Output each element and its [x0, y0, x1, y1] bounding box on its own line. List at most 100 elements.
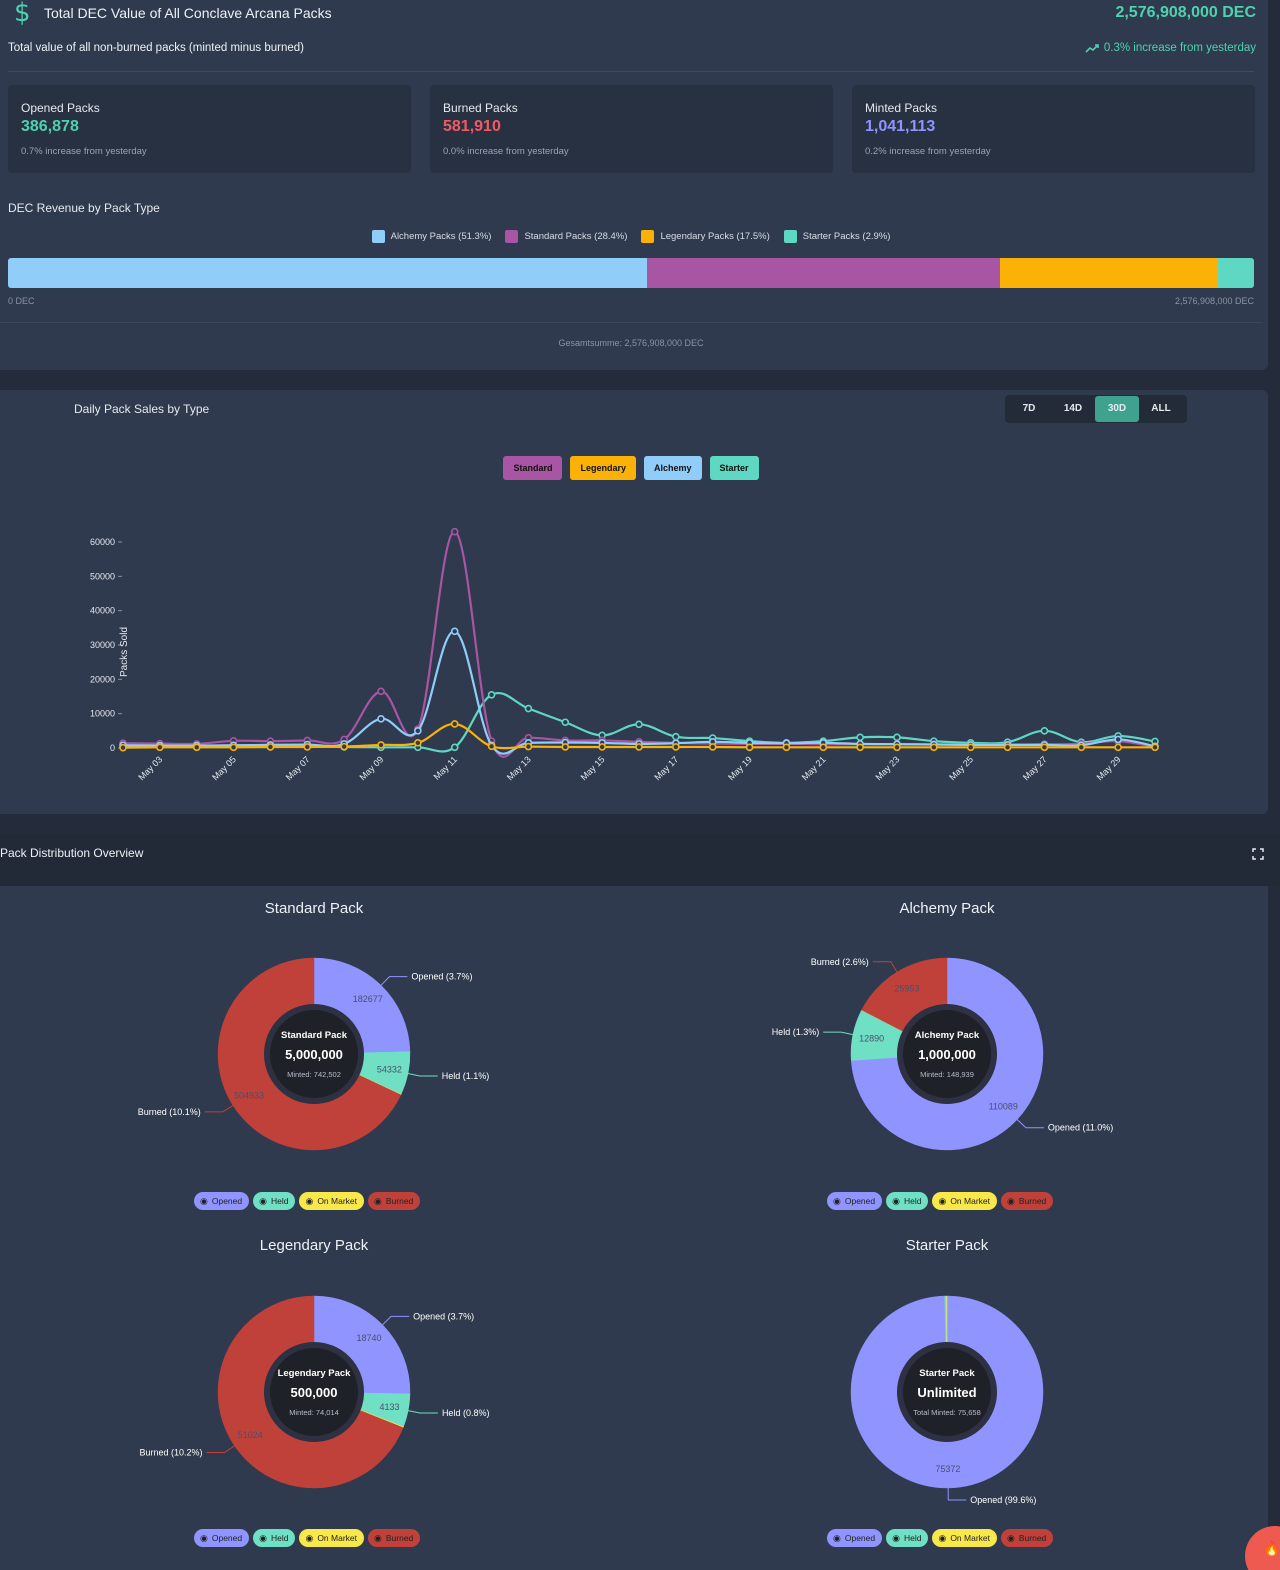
- range-button-7d[interactable]: 7D: [1022, 403, 1036, 414]
- data-point-legendary: [377, 741, 385, 749]
- data-point-legendary: [1003, 743, 1012, 752]
- series-toggle-standard[interactable]: Standard: [503, 456, 563, 480]
- distribution-title: Pack Distribution Overview: [0, 846, 144, 860]
- legend-toggle-held[interactable]: ◉ Held: [886, 1529, 929, 1547]
- legend-toggle-label: Opened: [844, 1196, 876, 1206]
- total-value-trend: 0.3% increase from yesterday: [1085, 42, 1256, 54]
- donut-center: [903, 1010, 991, 1098]
- total-value-card: $ Total DEC Value of All Conclave Arcana…: [0, 0, 1268, 370]
- legend-toggle-label: Held: [903, 1196, 922, 1206]
- data-point-legendary: [414, 739, 422, 747]
- revenue-legend-item[interactable]: Alchemy Packs (51.3%): [371, 230, 491, 243]
- slice-leader-line: [823, 1031, 854, 1036]
- legend-toggle-held[interactable]: ◉ Held: [253, 1529, 296, 1547]
- total-value-title: Total DEC Value of All Conclave Arcana P…: [44, 5, 332, 21]
- slice-callout-label: Opened (99.6%): [970, 1495, 1036, 1505]
- legend-toggle-opened[interactable]: ◉ Opened: [194, 1529, 250, 1547]
- revenue-legend-item[interactable]: Legendary Packs (17.5%): [641, 230, 770, 243]
- range-button-all[interactable]: ALL: [1151, 403, 1171, 414]
- legend-toggle-on-market[interactable]: ◉ On Market: [932, 1192, 997, 1210]
- legend-swatch: [371, 230, 385, 243]
- donut-legend: ◉ Opened ◉ Held ◉ On Market ◉ Burned: [827, 1192, 1054, 1210]
- data-point-legendary: [229, 743, 238, 752]
- legend-toggle-burned[interactable]: ◉ Burned: [1001, 1192, 1054, 1210]
- x-tick-label: May 29: [1095, 754, 1123, 782]
- stat-delta: 0.0% increase from yesterday: [443, 146, 569, 157]
- slice-callout-label: Burned (10.1%): [138, 1107, 201, 1117]
- donut-center-name: Standard Pack: [281, 1030, 348, 1041]
- legend-toggle-burned[interactable]: ◉ Burned: [368, 1192, 421, 1210]
- donut-chart: 182677 Opened (3.7%) 54332 Held (1.1%) 50493…: [138, 957, 490, 1151]
- data-point-starter: [487, 690, 496, 699]
- legend-toggle-held[interactable]: ◉ Held: [253, 1192, 296, 1210]
- slice-value-label: 25953: [894, 983, 919, 993]
- stat-value: 1,041,113: [865, 118, 936, 135]
- legend-toggle-label: On Market: [317, 1533, 357, 1543]
- slice-callout-label: Opened (3.7%): [411, 972, 472, 982]
- series-toggle-legendary[interactable]: Legendary: [570, 456, 636, 480]
- range-button-30d[interactable]: 30D: [1095, 396, 1139, 422]
- slice-value-label: 75372: [935, 1464, 960, 1474]
- series-toggle-group: Standard Legendary Alchemy Starter: [0, 456, 1262, 480]
- slice-value-label: 54332: [377, 1065, 402, 1075]
- legend-toggle-label: Held: [903, 1533, 922, 1543]
- legend-toggle-label: On Market: [950, 1533, 990, 1543]
- data-point-legendary: [119, 743, 127, 752]
- legend-toggle-label: Burned: [385, 1533, 414, 1543]
- donut-title: Starter Pack: [905, 1237, 989, 1254]
- series-toggle-alchemy[interactable]: Alchemy: [643, 456, 702, 480]
- distribution-header: Pack Distribution Overview: [0, 834, 1280, 886]
- eye-icon: ◉: [892, 1195, 900, 1206]
- series-toggle-starter[interactable]: Starter: [709, 456, 759, 480]
- donut-title: Alchemy Pack: [899, 900, 995, 917]
- data-point-alchemy: [1114, 735, 1122, 744]
- y-tick-label: 20000: [90, 674, 115, 684]
- expand-icon[interactable]: [1252, 848, 1264, 860]
- legend-toggle-label: Opened: [211, 1196, 243, 1206]
- eye-icon: ◉: [305, 1195, 314, 1206]
- donut-chart: 110089 Opened (11.0%) 12890 Held (1.3%) 2595…: [772, 957, 1113, 1151]
- y-axis-label: Packs Sold: [119, 627, 130, 677]
- slice-leader-line: [206, 1445, 235, 1454]
- donut-legend: ◉ Opened ◉ Held ◉ On Market ◉ Burned: [194, 1192, 421, 1210]
- x-tick-label: May 13: [505, 754, 533, 782]
- revenue-segment: [8, 258, 647, 288]
- donut-center-name: Starter Pack: [919, 1368, 975, 1379]
- slice-callout-label: Held (1.3%): [772, 1027, 820, 1037]
- legend-toggle-opened[interactable]: ◉ Opened: [194, 1192, 250, 1210]
- revenue-legend-item[interactable]: Standard Packs (28.4%): [505, 230, 627, 243]
- data-point-alchemy: [377, 715, 385, 723]
- legend-toggle-on-market[interactable]: ◉ On Market: [299, 1529, 364, 1547]
- revenue-legend-item[interactable]: Starter Packs (2.9%): [783, 230, 890, 243]
- eye-icon: ◉: [305, 1532, 314, 1543]
- range-button-14d[interactable]: 14D: [1063, 403, 1083, 414]
- legend-toggle-label: Opened: [211, 1533, 243, 1543]
- legend-swatch: [783, 230, 797, 243]
- legend-toggle-on-market[interactable]: ◉ On Market: [299, 1192, 364, 1210]
- legend-toggle-opened[interactable]: ◉ Opened: [827, 1192, 883, 1210]
- donut-center-sub: Minted: 742,502: [287, 1070, 341, 1079]
- data-point-starter: [635, 720, 643, 729]
- legend-toggle-burned[interactable]: ◉ Burned: [1001, 1529, 1054, 1547]
- stat-delta: 0.2% increase from yesterday: [865, 146, 991, 157]
- x-tick-label: May 21: [800, 754, 828, 782]
- data-point-legendary: [524, 742, 533, 751]
- data-point-legendary: [192, 743, 201, 752]
- slice-value-label: 51024: [238, 1430, 263, 1440]
- legend-toggle-held[interactable]: ◉ Held: [886, 1192, 929, 1210]
- legend-toggle-burned[interactable]: ◉ Burned: [368, 1529, 421, 1547]
- data-point-legendary: [340, 742, 348, 751]
- slice-callout-label: Burned (2.6%): [811, 957, 869, 967]
- data-point-legendary: [856, 743, 864, 752]
- x-tick-label: May 09: [357, 754, 385, 782]
- stat-label: Burned Packs: [443, 101, 518, 115]
- legend-toggle-label: On Market: [950, 1196, 990, 1206]
- stat-delta: 0.7% increase from yesterday: [21, 146, 147, 157]
- legend-toggle-label: Burned: [385, 1196, 414, 1206]
- legend-toggle-opened[interactable]: ◉ Opened: [827, 1529, 883, 1547]
- slice-leader-line: [382, 1315, 410, 1326]
- eye-icon: ◉: [1007, 1532, 1015, 1543]
- legend-toggle-on-market[interactable]: ◉ On Market: [932, 1529, 997, 1547]
- legend-toggle-label: Burned: [1018, 1196, 1047, 1206]
- slice-callout-label: Held (1.1%): [442, 1071, 490, 1081]
